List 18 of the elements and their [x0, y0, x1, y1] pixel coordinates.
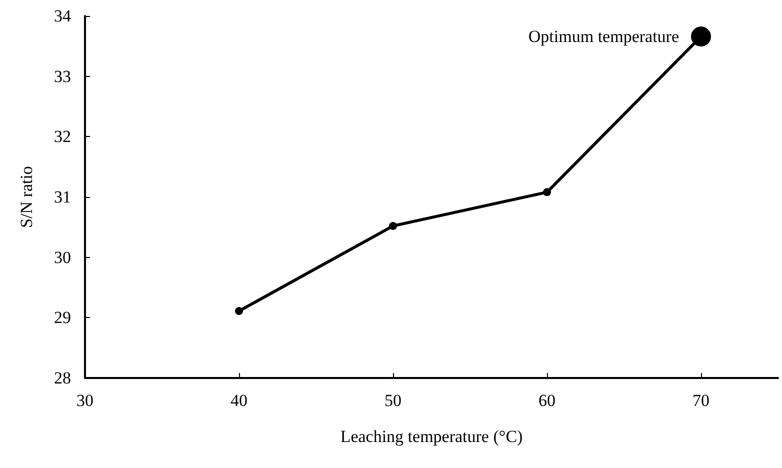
y-tick-label: 32 — [54, 127, 71, 146]
x-tick-label: 40 — [230, 391, 248, 410]
point — [235, 307, 243, 316]
x-tick-label: 60 — [538, 391, 556, 410]
point — [543, 188, 551, 196]
x-axis-title: Leaching temperature (°C) — [340, 427, 523, 446]
x-tick-label: 30 — [76, 391, 94, 410]
y-tick-label: 31 — [54, 188, 71, 206]
y-tick-label: 28 — [54, 368, 71, 388]
y-tick-label: 34 — [54, 6, 72, 26]
x-tick-label: 50 — [384, 391, 402, 410]
x-tick-label: 70 — [692, 391, 710, 410]
y-tick-label: 33 — [54, 66, 71, 86]
point — [389, 222, 397, 230]
annotation: Optimum temperature — [528, 27, 679, 46]
y-tick-label: 30 — [54, 248, 71, 267]
y-tick-label: 29 — [54, 308, 71, 328]
y-axis-title: S/N ratio — [17, 166, 36, 228]
